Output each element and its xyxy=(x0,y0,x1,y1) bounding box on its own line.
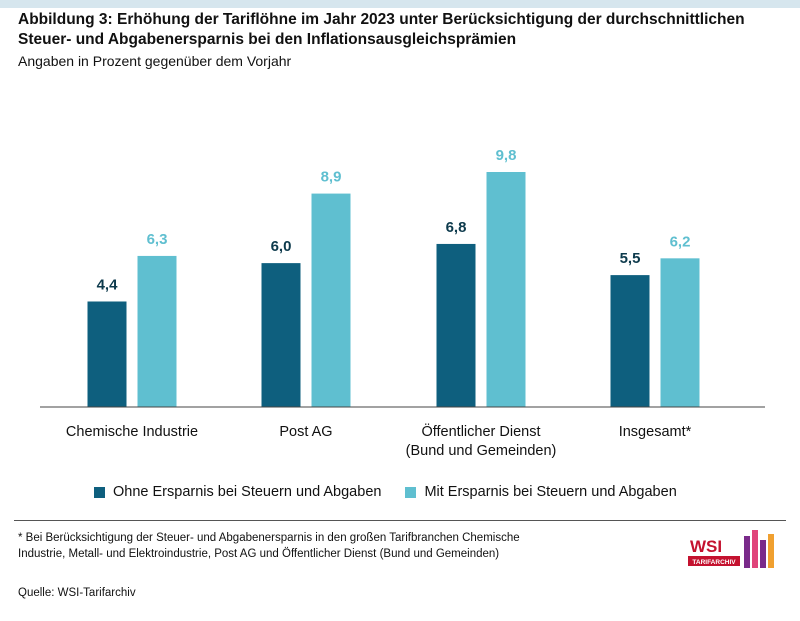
footer-divider xyxy=(14,520,786,521)
wsi-logo: WSI TARIFARCHIV xyxy=(688,530,774,568)
bar-ohne-0 xyxy=(87,301,127,407)
bar-ohne-2 xyxy=(436,243,476,407)
bar-ohne-3 xyxy=(610,275,650,407)
logo-bar-1 xyxy=(744,536,750,568)
data-label-ohne-0: 4,4 xyxy=(97,276,119,293)
bar-mit-1 xyxy=(311,193,351,407)
chart-title: Abbildung 3: Erhöhung der Tariflöhne im … xyxy=(18,11,745,48)
footnote: * Bei Berücksichtigung der Steuer- und A… xyxy=(18,530,618,562)
top-color-bar xyxy=(0,0,800,8)
x-tick-label-0: Chemische Industrie xyxy=(66,424,198,440)
bar-mit-2 xyxy=(486,172,526,407)
data-label-mit-0: 6,3 xyxy=(147,231,168,248)
data-label-ohne-3: 5,5 xyxy=(620,250,641,267)
logo-bar-3 xyxy=(760,540,766,568)
chart-subtitle: Angaben in Prozent gegenüber dem Vorjahr xyxy=(18,53,292,69)
data-label-mit-1: 8,9 xyxy=(321,169,342,186)
bar-ohne-1 xyxy=(261,263,301,407)
bar-chart: 4,4 6,0 6,8 5,5 6,3 8,9 9,8 6,2 Chemische Indust… xyxy=(40,147,765,459)
legend-item-mit: Mit Ersparnis bei Steuern und Abgaben xyxy=(405,484,677,500)
bar-mit-0 xyxy=(137,255,177,407)
data-label-mit-2: 9,8 xyxy=(496,147,517,164)
footnote-line-1: * Bei Berücksichtigung der Steuer- und A… xyxy=(18,532,520,544)
data-label-ohne-2: 6,8 xyxy=(446,219,467,236)
legend-swatch-mit xyxy=(405,486,417,498)
x-tick-label-1: Post AG xyxy=(279,424,332,440)
source-note: Quelle: WSI-Tarifarchiv xyxy=(18,587,136,599)
legend-label-mit: Mit Ersparnis bei Steuern und Abgaben xyxy=(424,484,677,500)
logo-bar-4 xyxy=(768,534,774,568)
footnote-line-2: Industrie, Metall- und Elektroindustrie,… xyxy=(18,548,500,560)
logo-text: WSI xyxy=(690,537,722,556)
legend-label-ohne: Ohne Ersparnis bei Steuern und Abgaben xyxy=(113,484,382,500)
x-tick-label-2: Öffentlicher Dienst xyxy=(421,422,540,440)
legend-item-ohne: Ohne Ersparnis bei Steuern und Abgaben xyxy=(94,484,381,500)
logo-subtext: TARIFARCHIV xyxy=(692,559,736,566)
logo-bar-2 xyxy=(752,530,758,568)
legend-swatch-ohne xyxy=(94,486,105,498)
x-tick-label-3: Insgesamt* xyxy=(619,424,692,440)
bar-mit-3 xyxy=(660,258,700,407)
data-label-ohne-1: 6,0 xyxy=(271,238,292,255)
x-tick-label-2-line2: (Bund und Gemeinden) xyxy=(406,443,557,459)
legend: Ohne Ersparnis bei Steuern und Abgaben M… xyxy=(94,484,677,500)
logo-subtext-band xyxy=(688,556,740,566)
data-label-mit-3: 6,2 xyxy=(670,233,691,250)
